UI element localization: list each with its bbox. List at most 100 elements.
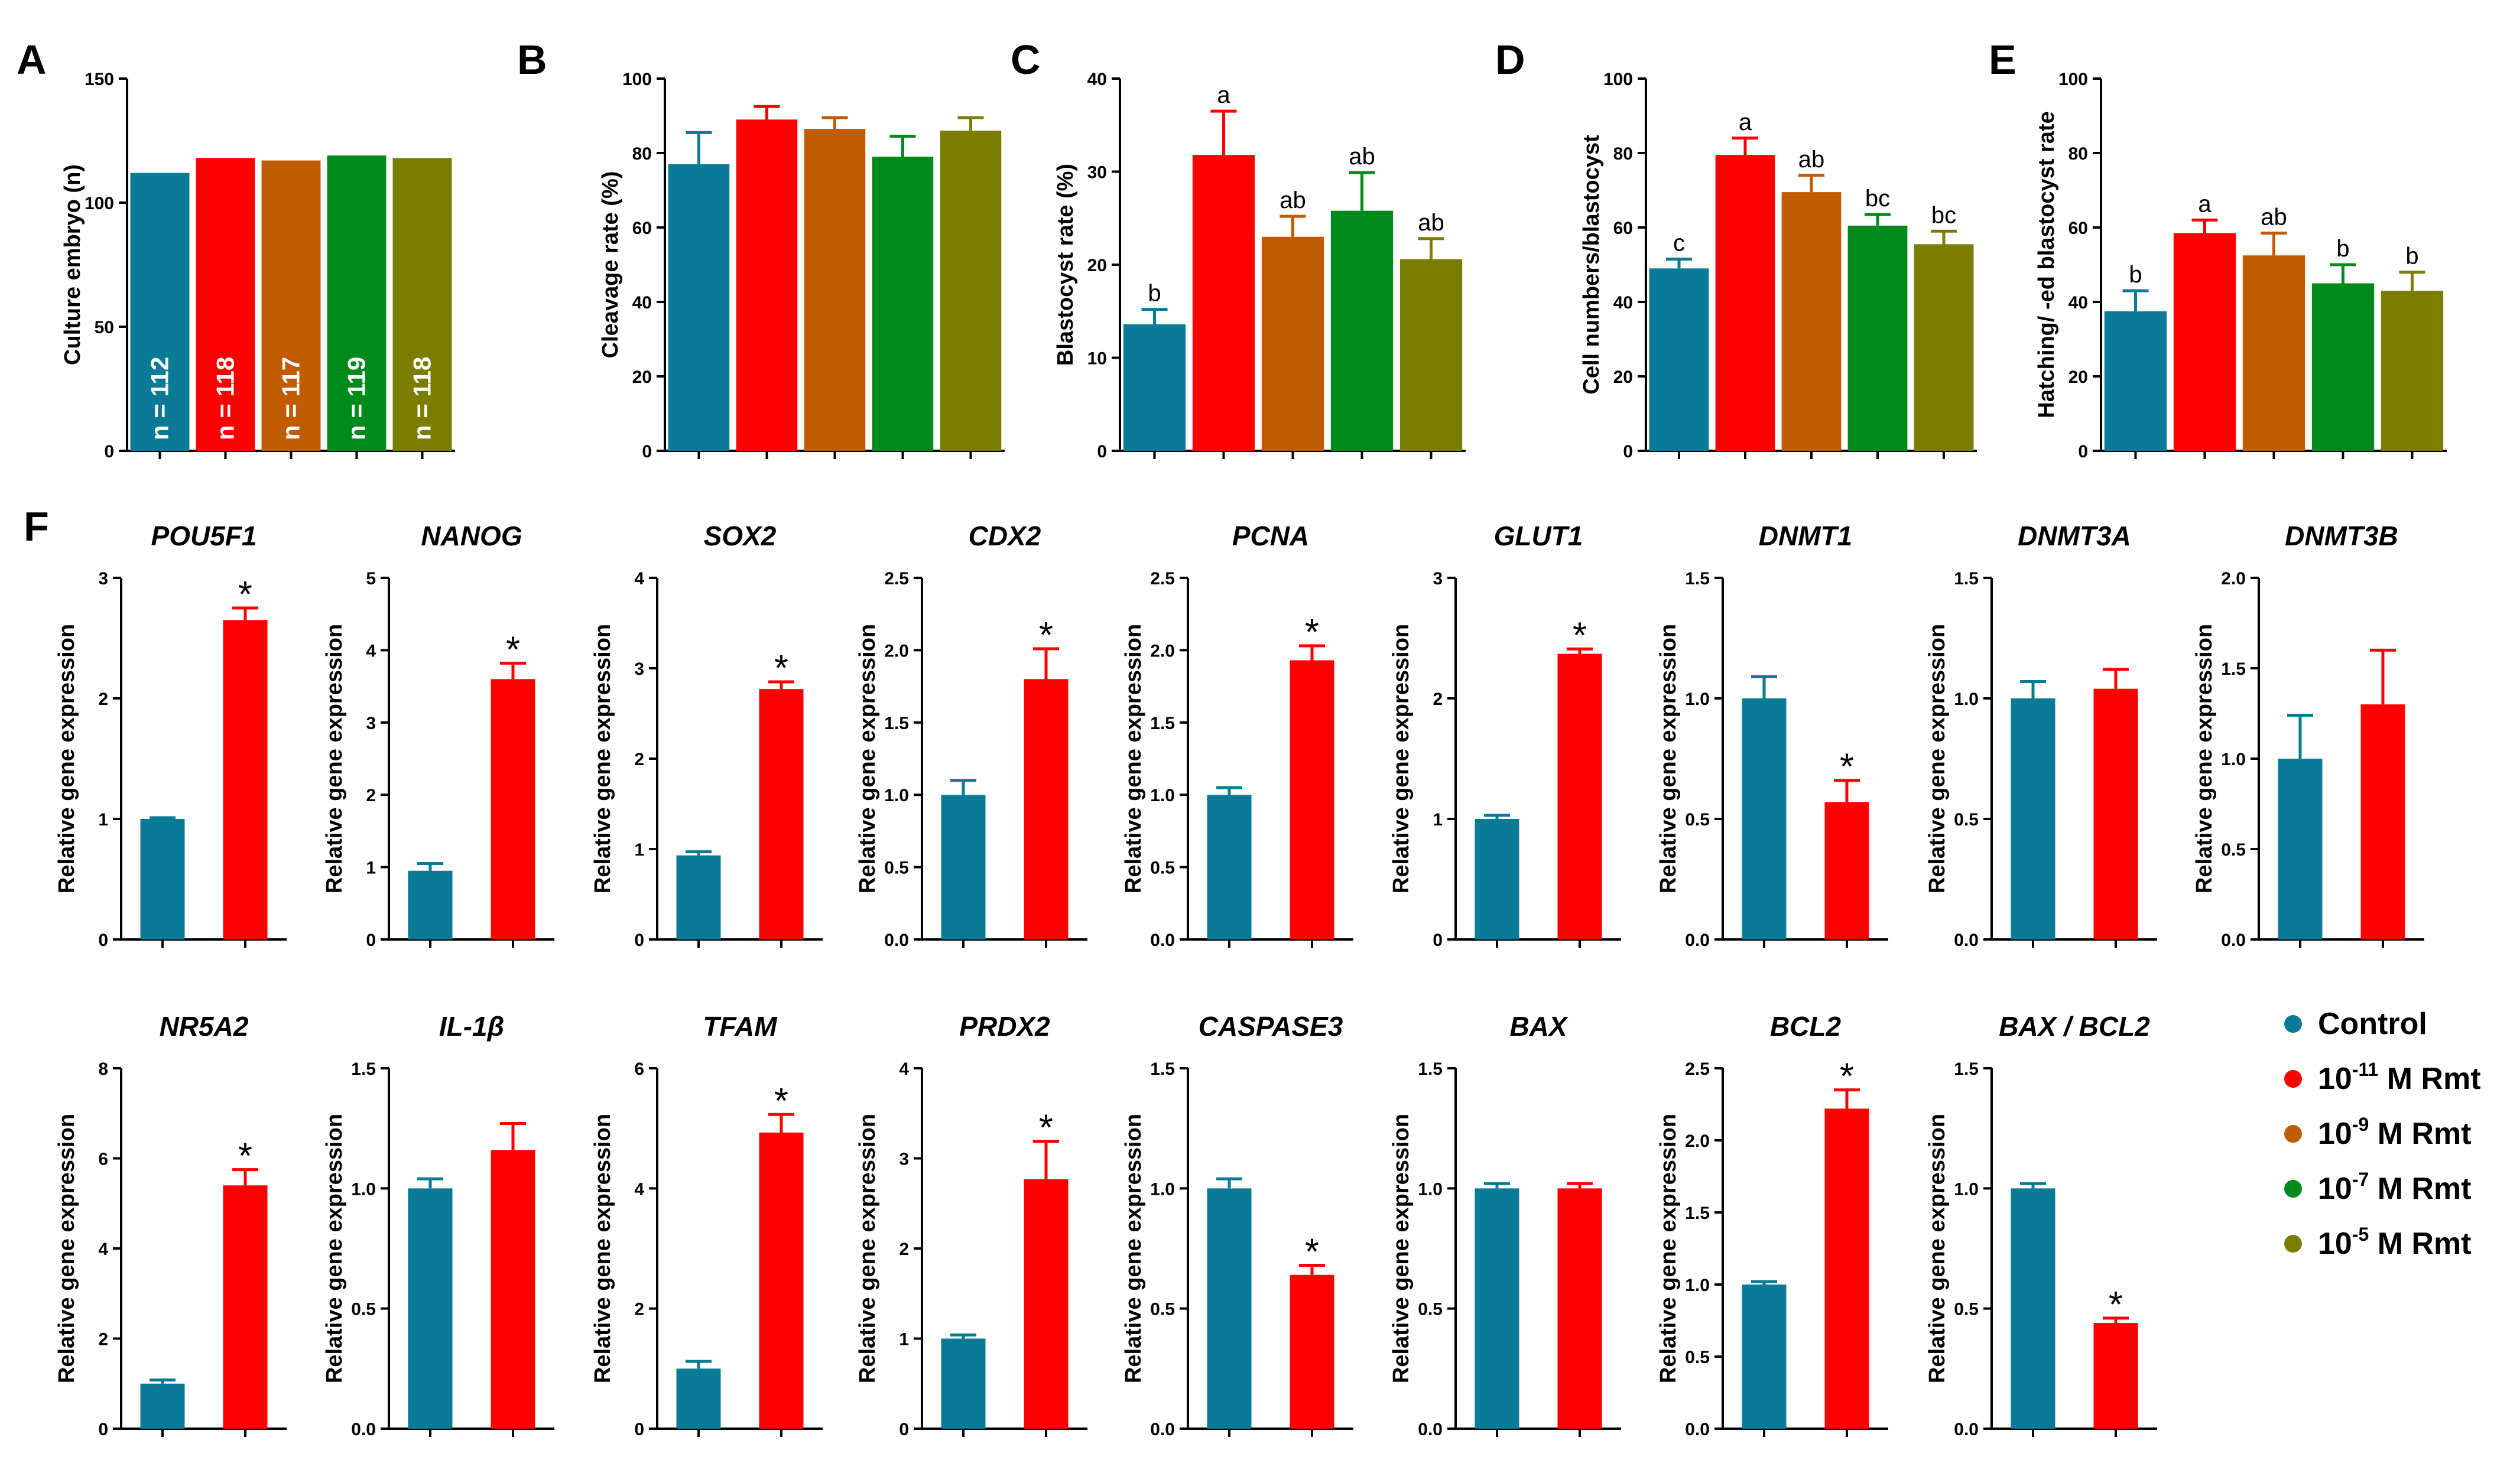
significance-letter: c bbox=[1673, 230, 1685, 256]
y-tick-label: 0.0 bbox=[884, 931, 909, 950]
bar-10-7-m-rmt bbox=[872, 157, 934, 451]
y-axis-label: Relative gene expression bbox=[322, 624, 347, 893]
y-axis-label: Relative gene expression bbox=[1925, 624, 1950, 893]
y-axis-label: Relative gene expression bbox=[855, 624, 880, 893]
y-axis-label: Relative gene expression bbox=[1656, 624, 1681, 893]
bar-control bbox=[941, 795, 986, 939]
chart-title: DNMT3B bbox=[2285, 521, 2398, 551]
y-tick-label: 20 bbox=[1613, 368, 1633, 387]
bar-10-11-m-rmt bbox=[2093, 688, 2138, 939]
y-tick-label: 2 bbox=[366, 786, 376, 805]
legend-item: Control bbox=[2284, 1007, 2427, 1041]
bar-control bbox=[2278, 759, 2323, 939]
y-tick-label: 0.0 bbox=[1685, 931, 1710, 950]
y-tick-label: 0.0 bbox=[1685, 1420, 1710, 1439]
y-axis-label: Relative gene expression bbox=[2192, 624, 2217, 893]
y-axis-label: Culture embryo (n) bbox=[60, 164, 85, 365]
bar-10-9-m-rmt bbox=[1781, 192, 1842, 451]
chart-il-1: IL-1β Relative gene expression 0.0 0.5 1.0 1.… bbox=[322, 1011, 554, 1439]
bar-control bbox=[408, 1188, 453, 1429]
chart-title: SOX2 bbox=[704, 521, 777, 551]
y-tick-label: 0.0 bbox=[1954, 931, 1979, 950]
bar-10-11-m-rmt bbox=[1715, 155, 1775, 451]
significance-star: * bbox=[1039, 1108, 1053, 1149]
y-tick-label: 3 bbox=[634, 659, 644, 679]
y-tick-label: 1.0 bbox=[1150, 1179, 1175, 1199]
y-tick-label: 1.5 bbox=[1150, 1059, 1175, 1079]
chart-title: IL-1β bbox=[439, 1011, 504, 1042]
chart-dnmt3b: DNMT3B Relative gene expression 0.0 0.5 1.0 1… bbox=[2192, 521, 2424, 950]
y-tick-label: 20 bbox=[1087, 256, 1107, 275]
y-tick-label: 1.5 bbox=[1954, 569, 1979, 588]
legend-label: Control bbox=[2318, 1007, 2427, 1041]
bar-10-5-m-rmt bbox=[1399, 259, 1463, 451]
bar-control bbox=[130, 173, 190, 451]
bar-10-9-m-rmt bbox=[2242, 255, 2305, 451]
y-tick-label: 4 bbox=[366, 641, 376, 661]
y-tick-label: 1.0 bbox=[1685, 1276, 1710, 1295]
y-tick-label: 2 bbox=[634, 750, 644, 769]
chart-dnmt3a: DNMT3A Relative gene expression 0.0 0.5 1.0 1… bbox=[1925, 521, 2157, 950]
bar-count-label: n = 112 bbox=[146, 357, 174, 440]
bar-10-7-m-rmt bbox=[2311, 283, 2375, 451]
bar-control bbox=[2104, 311, 2167, 451]
y-tick-label: 4 bbox=[634, 569, 644, 588]
panel-letter-d: D bbox=[1495, 37, 1525, 83]
chart-b: Cleavage rate (%) 0 20 40 60 80 100 bbox=[598, 70, 1005, 461]
y-tick-label: 0 bbox=[634, 1420, 644, 1439]
significance-star: * bbox=[1573, 615, 1587, 656]
significance-letter: a bbox=[1739, 109, 1752, 135]
chart-c: Blastocyst rate (%) 0 10 20 30 40 b a ab ab ab bbox=[1053, 70, 1466, 461]
y-tick-label: 0 bbox=[1623, 442, 1633, 461]
significance-letter: b bbox=[2336, 236, 2349, 262]
bar-10-11-m-rmt bbox=[1824, 1108, 1869, 1429]
y-tick-label: 0 bbox=[2078, 442, 2088, 461]
y-tick-label: 1.5 bbox=[1150, 714, 1175, 733]
y-tick-label: 1.5 bbox=[1685, 1204, 1710, 1223]
y-tick-label: 0 bbox=[1433, 931, 1443, 950]
y-tick-label: 0.0 bbox=[1954, 1420, 1979, 1439]
y-tick-label: 100 bbox=[1603, 70, 1633, 89]
bar-10-5-m-rmt bbox=[2381, 291, 2444, 451]
y-tick-label: 2 bbox=[899, 1240, 909, 1259]
chart-title: BAX / BCL2 bbox=[1999, 1011, 2150, 1042]
panel-letter-c: C bbox=[1011, 37, 1041, 83]
chart-cdx2: CDX2 Relative gene expression 0.0 0.5 1.0 1.5… bbox=[855, 521, 1087, 950]
y-axis-label: Blastocyst rate (%) bbox=[1053, 164, 1078, 366]
y-tick-label: 0.5 bbox=[2221, 840, 2246, 860]
y-tick-label: 0 bbox=[899, 1420, 909, 1439]
y-tick-label: 2.0 bbox=[1685, 1131, 1710, 1151]
bar-control bbox=[1207, 1188, 1252, 1429]
y-tick-label: 60 bbox=[1613, 219, 1633, 238]
y-tick-label: 1.5 bbox=[351, 1059, 376, 1079]
y-tick-label: 0 bbox=[98, 1420, 108, 1439]
bar-10-11-m-rmt bbox=[759, 689, 804, 939]
y-tick-label: 2.0 bbox=[884, 641, 909, 661]
y-tick-label: 1.0 bbox=[1954, 1179, 1979, 1199]
significance-star: * bbox=[506, 629, 520, 670]
y-tick-label: 3 bbox=[98, 569, 108, 588]
chart-dnmt1: DNMT1 Relative gene expression 0.0 0.5 1.0 1.… bbox=[1656, 521, 1888, 950]
y-tick-label: 10 bbox=[1087, 349, 1107, 369]
legend-item: 10-11 M Rmt bbox=[2284, 1059, 2481, 1096]
significance-star: * bbox=[238, 1136, 252, 1177]
bar-control bbox=[140, 1383, 185, 1429]
y-tick-label: 100 bbox=[622, 70, 652, 89]
y-tick-label: 2 bbox=[634, 1300, 644, 1319]
y-tick-label: 1 bbox=[634, 840, 644, 860]
legend-swatch bbox=[2284, 1015, 2302, 1033]
y-tick-label: 2 bbox=[1433, 690, 1443, 709]
bar-control bbox=[408, 870, 453, 939]
bar-control bbox=[140, 819, 185, 939]
y-tick-label: 1.0 bbox=[351, 1179, 376, 1199]
y-tick-label: 1.5 bbox=[1418, 1059, 1443, 1079]
bar-control bbox=[676, 855, 721, 939]
bar-10-11-m-rmt bbox=[1024, 679, 1069, 939]
significance-letter: a bbox=[1217, 82, 1230, 108]
y-tick-label: 20 bbox=[2068, 368, 2088, 387]
significance-star: * bbox=[1305, 612, 1319, 653]
y-tick-label: 0.5 bbox=[1685, 810, 1710, 830]
y-axis-label: Relative gene expression bbox=[322, 1114, 347, 1383]
